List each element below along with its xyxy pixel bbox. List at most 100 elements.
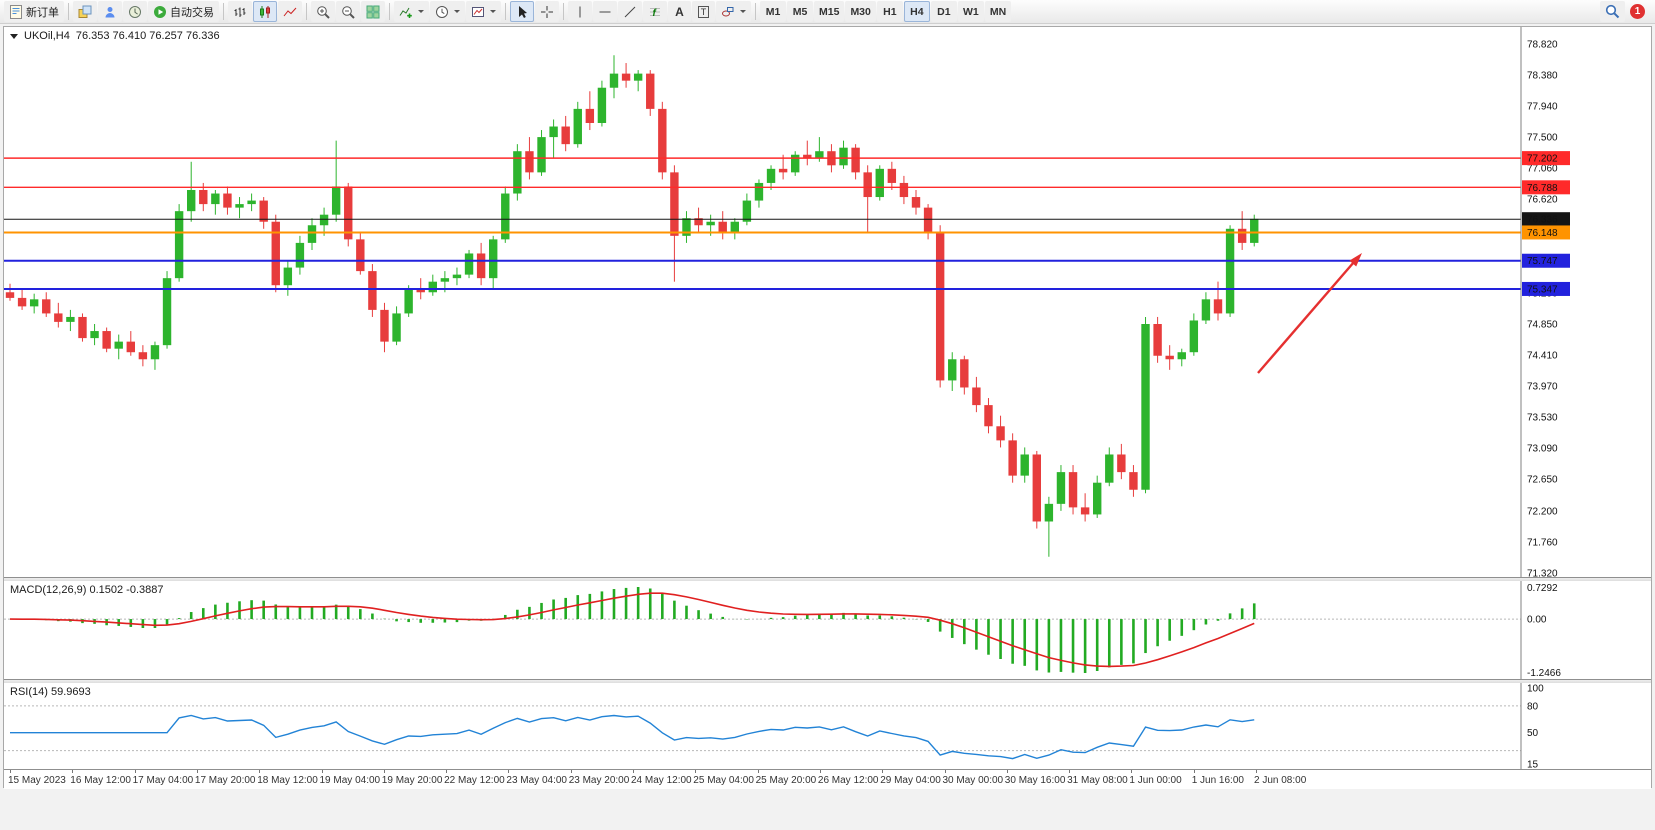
- zoom-out-button[interactable]: [336, 1, 360, 22]
- market-watch-button[interactable]: [98, 1, 122, 22]
- crosshair-button[interactable]: [535, 1, 559, 22]
- price-tick-label: 72.650: [1527, 475, 1558, 486]
- tf-m15[interactable]: M15: [814, 1, 845, 22]
- time-axis-label: 2 Jun 08:00: [1254, 775, 1307, 786]
- chart-plot-area[interactable]: [4, 27, 1521, 577]
- trendline-icon: [624, 6, 636, 17]
- tf-d1[interactable]: D1: [930, 1, 957, 22]
- time-axis-label: 25 May 20:00: [755, 775, 817, 786]
- candle-body: [1177, 352, 1186, 360]
- chart-background: [4, 27, 1651, 577]
- candle-body: [319, 214, 329, 226]
- search-button[interactable]: [1600, 1, 1625, 22]
- candle-body: [331, 186, 341, 215]
- price-scale[interactable]: [1521, 27, 1651, 577]
- trendline-button[interactable]: [618, 1, 642, 22]
- rsi-canvas[interactable]: 100 80 50 15: [4, 683, 1651, 769]
- candle-body: [525, 151, 534, 173]
- notification-badge[interactable]: 1: [1630, 4, 1645, 19]
- candle-body: [742, 200, 752, 222]
- label-tool-button[interactable]: T: [692, 1, 715, 22]
- separator: [563, 3, 564, 20]
- price-line-badge-label: 75.747: [1527, 256, 1558, 267]
- separator: [505, 3, 506, 20]
- candle-body: [730, 221, 739, 233]
- candle-body: [1141, 324, 1150, 490]
- macd-canvas[interactable]: 0.7292 0.00 -1.2466: [4, 581, 1651, 679]
- candle-body: [199, 189, 208, 205]
- candle-body: [114, 341, 123, 349]
- text-tool-button[interactable]: A: [668, 1, 691, 22]
- templates-button[interactable]: [466, 1, 501, 22]
- price-tick-label: 73.090: [1527, 444, 1558, 455]
- candle-body: [646, 73, 655, 109]
- tf-mn[interactable]: MN: [984, 1, 1012, 22]
- panel-splitter[interactable]: [4, 577, 1651, 581]
- panel-splitter[interactable]: [4, 679, 1651, 683]
- fibonacci-button[interactable]: f: [643, 1, 667, 22]
- candle-body: [839, 147, 848, 166]
- candle-body: [875, 168, 884, 198]
- tf-w1[interactable]: W1: [957, 1, 984, 22]
- candle-body: [1032, 454, 1041, 522]
- navigator-button[interactable]: [123, 1, 147, 22]
- candle-body: [923, 207, 933, 233]
- zoom-in-button[interactable]: [311, 1, 335, 22]
- text-tool-label: A: [675, 4, 684, 19]
- candle-body: [259, 200, 268, 222]
- zoom-out-icon: [342, 5, 355, 19]
- tile-windows-button[interactable]: [361, 1, 385, 22]
- time-axis-label: 31 May 08:00: [1067, 775, 1128, 786]
- charts-button[interactable]: [73, 1, 97, 22]
- candlestick-button[interactable]: [253, 1, 277, 22]
- main-chart-canvas[interactable]: 78.820 78.380 77.940 77.500 77.060 76.620 76.1…: [4, 27, 1651, 577]
- separator: [223, 3, 224, 20]
- candle-body: [537, 137, 546, 173]
- candle-body: [235, 204, 244, 208]
- tf-h1[interactable]: H1: [876, 1, 903, 22]
- time-axis-label: 16 May 12:00: [70, 775, 131, 786]
- time-tick: [757, 770, 759, 773]
- shapes-button[interactable]: [716, 1, 751, 22]
- candle-body: [658, 108, 667, 173]
- vertical-line-button[interactable]: [568, 1, 592, 22]
- time-axis-label: 19 May 20:00: [381, 775, 443, 786]
- cursor-icon: [519, 5, 527, 18]
- time-axis-label: 29 May 04:00: [880, 775, 941, 786]
- time-axis[interactable]: 15 May 2023 16 May 12:00 17 May 04:00 17 Ma…: [4, 769, 1651, 789]
- line-chart-button[interactable]: [278, 1, 302, 22]
- candlestick-icon: [260, 5, 270, 18]
- candle-body: [633, 73, 643, 81]
- bar-chart-button[interactable]: [228, 1, 252, 22]
- candle-body: [863, 172, 872, 198]
- tf-m30[interactable]: M30: [845, 1, 876, 22]
- candle-body: [803, 154, 812, 159]
- candle-body: [996, 426, 1005, 441]
- candle-body: [1105, 454, 1114, 483]
- candle-body: [706, 221, 715, 226]
- main-chart-panel: 78.820 78.380 77.940 77.500 77.060 76.620 76.1…: [4, 27, 1651, 577]
- horizontal-line-button[interactable]: [593, 1, 617, 22]
- market-watch-icon: [105, 6, 115, 17]
- periods-button[interactable]: [430, 1, 465, 22]
- time-axis-label: 15 May 2023: [8, 775, 66, 786]
- new-order-button[interactable]: 新订单: [4, 1, 64, 22]
- tf-m1[interactable]: M1: [760, 1, 786, 22]
- candle-body: [899, 182, 909, 198]
- indicators-button[interactable]: [394, 1, 429, 22]
- candle-body: [247, 200, 256, 205]
- cursor-button[interactable]: [510, 1, 534, 22]
- time-tick: [1131, 770, 1133, 773]
- autotrading-button[interactable]: 自动交易: [148, 1, 219, 22]
- tf-h4[interactable]: H4: [903, 1, 930, 22]
- dropdown-caret-icon: [490, 10, 496, 13]
- rsi-axis-label: 100: [1527, 684, 1544, 695]
- candle-body: [670, 172, 679, 236]
- candle-body: [815, 151, 824, 159]
- time-axis-label: 22 May 12:00: [444, 775, 505, 786]
- price-tick-label: 71.320: [1527, 568, 1558, 577]
- arrow-annotation-shaft: [1257, 261, 1355, 374]
- label-tool-label: T: [697, 5, 710, 18]
- tf-m5[interactable]: M5: [787, 1, 813, 22]
- time-tick: [1006, 770, 1008, 773]
